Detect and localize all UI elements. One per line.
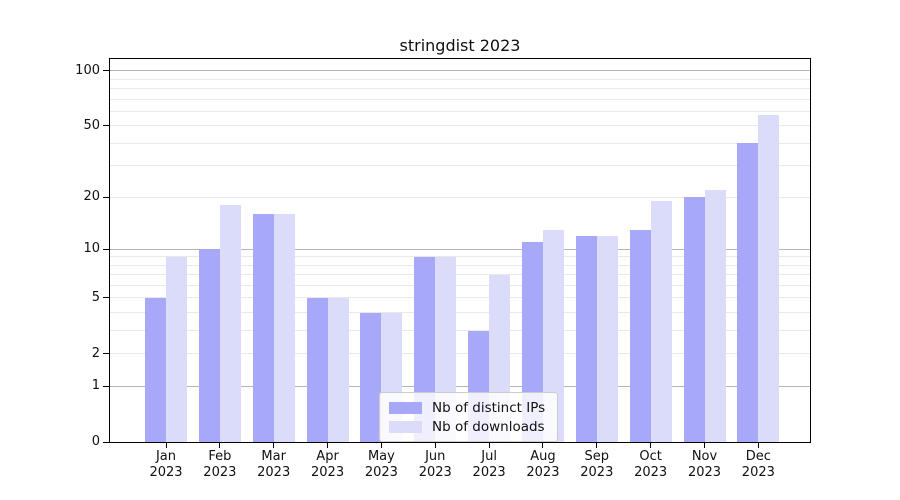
legend-item-downloads: Nb of downloads xyxy=(389,417,545,436)
gridline-minor-8 xyxy=(110,264,810,266)
y-tick-label-100: 100 xyxy=(75,62,100,78)
x-tick-label-jul: Jul 2023 xyxy=(472,449,506,480)
y-tick-label-0: 0 xyxy=(91,434,100,449)
x-tick-mark-oct xyxy=(650,443,652,448)
gridline-major-10 xyxy=(110,248,810,250)
x-tick-mark-sep xyxy=(596,443,598,448)
gridline-minor-60 xyxy=(110,110,810,112)
gridline-minor-3 xyxy=(110,330,810,331)
bar-nb-of-downloads-feb xyxy=(219,205,241,442)
y-tick-label-1: 1 xyxy=(91,378,100,394)
x-tick-label-oct: Oct 2023 xyxy=(634,449,668,480)
y-tick-mark-100 xyxy=(103,70,109,72)
bar-nb-of-distinct-ips-nov xyxy=(683,197,705,442)
x-tick-mark-apr xyxy=(327,443,329,448)
legend: Nb of distinct IPs Nb of downloads xyxy=(379,392,559,442)
x-tick-mark-dec xyxy=(757,443,759,448)
x-tick-label-mar: Mar 2023 xyxy=(257,449,291,480)
x-tick-label-aug: Aug 2023 xyxy=(526,449,560,480)
x-tick-mark-mar xyxy=(273,443,275,448)
gridline-minor-70 xyxy=(110,98,810,100)
gridline-minor-7 xyxy=(110,274,810,276)
x-tick-mark-jan xyxy=(165,443,167,448)
y-tick-mark-0 xyxy=(103,441,109,443)
bar-nb-of-distinct-ips-sep xyxy=(575,235,597,442)
x-tick-label-nov: Nov 2023 xyxy=(687,449,722,480)
x-tick-mark-aug xyxy=(542,443,544,448)
bar-nb-of-distinct-ips-apr xyxy=(306,297,328,442)
gridline-minor-30 xyxy=(110,165,810,167)
x-tick-label-may: May 2023 xyxy=(364,449,398,480)
bar-nb-of-downloads-nov xyxy=(704,189,726,442)
y-tick-mark-5 xyxy=(103,297,109,299)
bar-nb-of-downloads-jan xyxy=(166,256,187,442)
legend-label-downloads: Nb of downloads xyxy=(432,418,545,435)
bar-nb-of-downloads-aug xyxy=(542,229,564,442)
x-tick-mark-jul xyxy=(488,443,490,448)
bar-nb-of-distinct-ips-jan xyxy=(145,297,166,442)
x-tick-mark-feb xyxy=(219,443,221,448)
bar-nb-of-downloads-oct xyxy=(650,201,672,442)
gridline-minor-6 xyxy=(110,284,810,286)
gridline-major-100 xyxy=(110,70,810,72)
x-tick-mark-may xyxy=(380,443,382,448)
y-tick-mark-20 xyxy=(103,196,109,198)
gridline-minor-20 xyxy=(110,196,810,198)
bar-nb-of-downloads-apr xyxy=(327,297,349,442)
legend-item-distinct-ips: Nb of distinct IPs xyxy=(389,398,545,417)
chart-title: stringdist 2023 xyxy=(399,36,521,55)
legend-swatch-downloads xyxy=(389,420,422,433)
bar-nb-of-distinct-ips-may xyxy=(360,312,382,442)
gridline-minor-5 xyxy=(110,297,810,299)
gridline-minor-9 xyxy=(110,256,810,258)
y-tick-mark-2 xyxy=(103,353,109,355)
legend-label-distinct-ips: Nb of distinct IPs xyxy=(432,399,546,416)
bar-nb-of-distinct-ips-feb xyxy=(198,249,220,442)
y-tick-mark-10 xyxy=(103,248,109,250)
gridline-minor-40 xyxy=(110,142,810,144)
gridline-minor-2 xyxy=(110,353,810,355)
y-tick-label-10: 10 xyxy=(83,241,100,257)
gridline-minor-50 xyxy=(110,125,810,127)
legend-swatch-distinct-ips xyxy=(389,401,422,414)
y-tick-mark-50 xyxy=(103,125,109,127)
y-tick-label-2: 2 xyxy=(91,345,100,361)
x-tick-mark-nov xyxy=(704,443,705,448)
gridline-minor-80 xyxy=(110,88,810,90)
x-tick-label-feb: Feb 2023 xyxy=(203,449,237,480)
bar-nb-of-distinct-ips-mar xyxy=(252,214,274,442)
y-tick-label-20: 20 xyxy=(83,189,100,205)
plot-area: Nb of distinct IPs Nb of downloads xyxy=(109,58,811,443)
y-tick-label-5: 5 xyxy=(91,289,100,305)
bar-nb-of-downloads-dec xyxy=(758,115,780,442)
bar-nb-of-downloads-sep xyxy=(596,235,618,442)
bar-nb-of-downloads-mar xyxy=(273,214,295,442)
x-tick-label-dec: Dec 2023 xyxy=(741,449,775,480)
x-tick-label-jan: Jan 2023 xyxy=(149,449,183,480)
gridline-minor-4 xyxy=(110,312,810,314)
bar-nb-of-distinct-ips-dec xyxy=(737,143,759,442)
x-tick-mark-jun xyxy=(434,443,436,448)
gridline-minor-90 xyxy=(110,78,810,80)
y-tick-mark-1 xyxy=(103,385,109,387)
x-tick-label-jun: Jun 2023 xyxy=(418,449,452,480)
x-tick-label-sep: Sep 2023 xyxy=(580,449,614,480)
gridline-major-1 xyxy=(110,385,810,387)
x-tick-label-apr: Apr 2023 xyxy=(311,449,345,480)
bar-nb-of-distinct-ips-oct xyxy=(629,229,651,442)
y-tick-label-50: 50 xyxy=(83,117,100,133)
